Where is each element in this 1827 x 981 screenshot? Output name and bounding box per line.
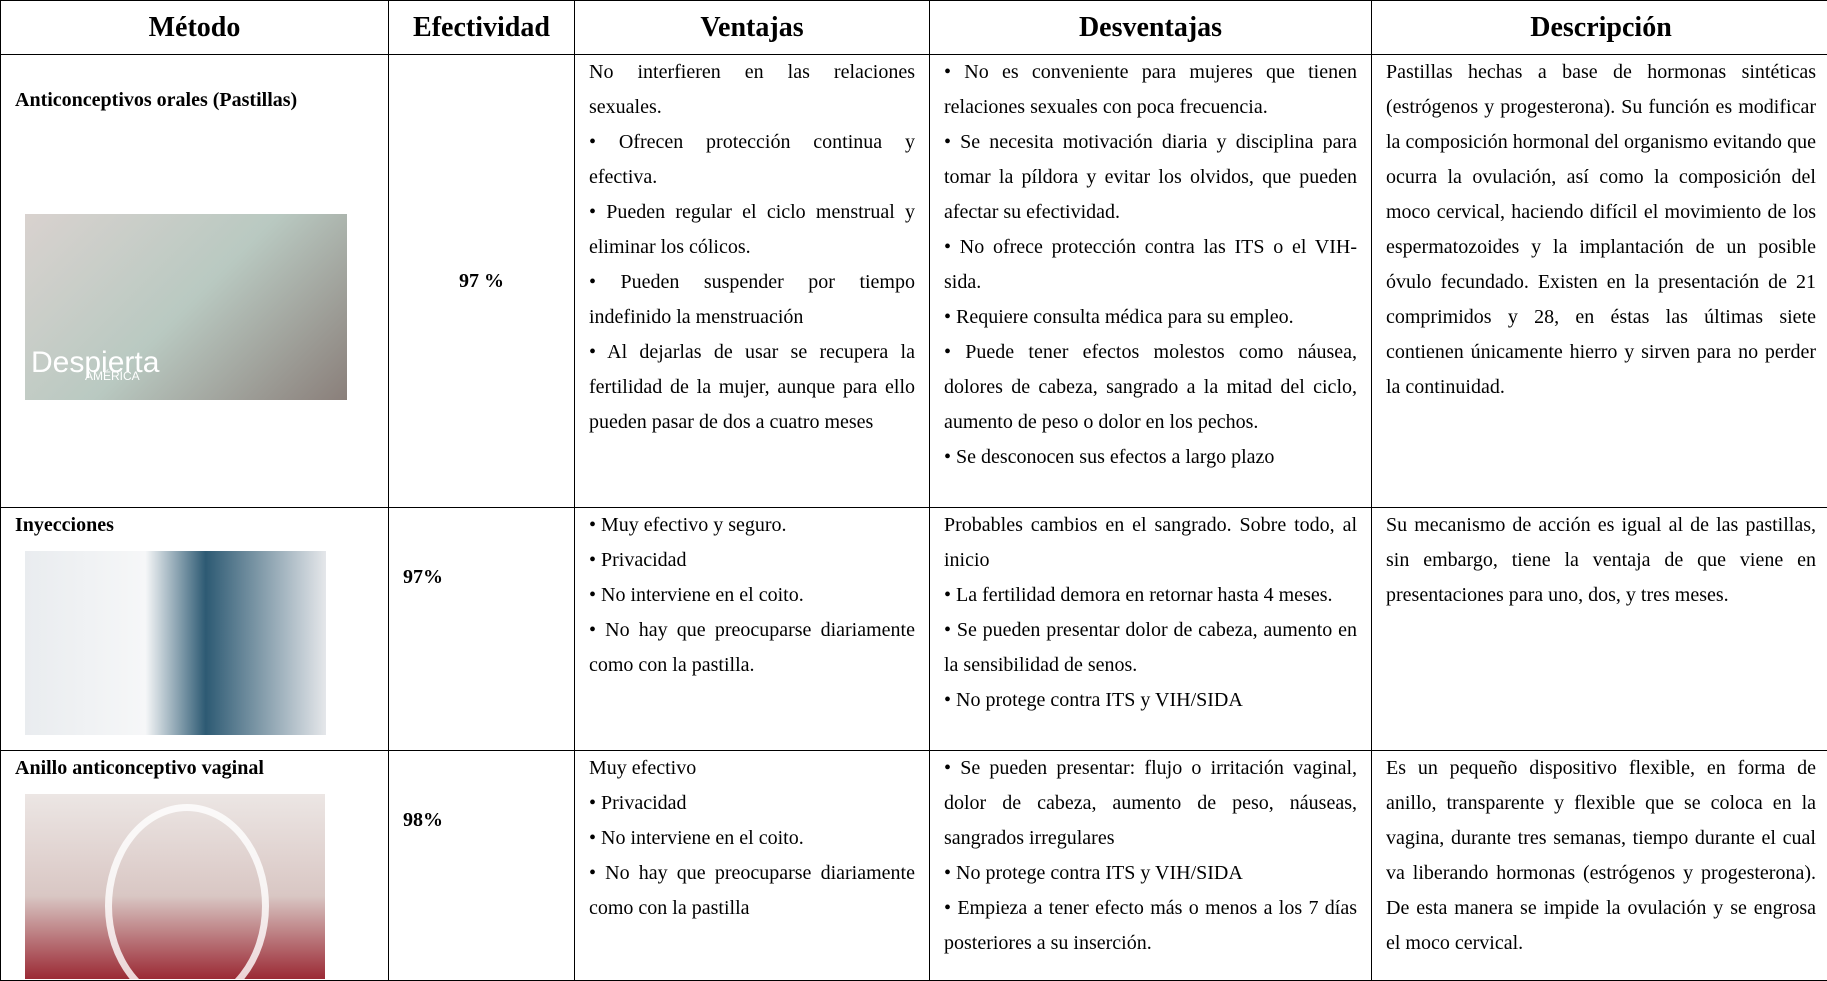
effectiveness: 97% <box>403 560 560 595</box>
advantage-item: • No hay que preocuparse diariamente com… <box>589 856 915 926</box>
disadvantage-item: • Requiere consulta médica para su emple… <box>944 300 1357 335</box>
disadvantage-item: • Se necesita motivación diaria y discip… <box>944 125 1357 230</box>
disadvantage-item: • Se desconocen sus efectos a largo plaz… <box>944 440 1357 475</box>
disadvantage-item: • La fertilidad demora en retornar hasta… <box>944 578 1357 613</box>
column-header: Efectividad <box>389 1 575 55</box>
disadvantage-item: • No protege contra ITS y VIH/SIDA <box>944 856 1357 891</box>
disadvantages-cell: Probables cambios en el sangrado. Sobre … <box>930 508 1372 751</box>
column-header: Ventajas <box>575 1 930 55</box>
description-cell: Es un pequeño dispositivo flexible, en f… <box>1372 751 1827 981</box>
advantage-item: • No hay que preocuparse diariamente com… <box>589 613 915 683</box>
advantage-item: Muy efectivo <box>589 751 915 786</box>
disadvantages-cell: • Se pueden presentar: flujo o irritació… <box>930 751 1372 981</box>
method-cell: Anticonceptivos orales (Pastillas) Despie… <box>1 55 389 508</box>
column-header: Descripción <box>1372 1 1827 55</box>
column-header: Desventajas <box>930 1 1372 55</box>
advantages-cell: • Muy efectivo y seguro.• Privacidad• No… <box>575 508 930 751</box>
method-cell: Inyecciones <box>1 508 389 751</box>
effectiveness: 97 % <box>403 264 560 299</box>
advantage-item: • Pueden suspender por tiempo indefinido… <box>589 265 915 335</box>
advantage-item: • Pueden regular el ciclo menstrual y el… <box>589 195 915 265</box>
disadvantage-item: • Se pueden presentar: flujo o irritació… <box>944 751 1357 856</box>
disadvantage-item: • No es conveniente para mujeres que tie… <box>944 55 1357 125</box>
disadvantage-item: • Puede tener efectos molestos como náus… <box>944 335 1357 440</box>
effectiveness-cell: 97 % <box>389 55 575 508</box>
description: Es un pequeño dispositivo flexible, en f… <box>1386 751 1816 961</box>
advantage-item: • Ofrecen protección continua y efectiva… <box>589 125 915 195</box>
disadvantages-cell: • No es conveniente para mujeres que tie… <box>930 55 1372 508</box>
method-name: Anticonceptivos orales (Pastillas) <box>15 83 374 118</box>
disadvantage-item: • No ofrece protección contra las ITS o … <box>944 230 1357 300</box>
effectiveness-cell: 98% <box>389 751 575 981</box>
description-cell: Pastillas hechas a base de hormonas sint… <box>1372 55 1827 508</box>
description: Su mecanismo de acción es igual al de la… <box>1386 508 1816 613</box>
description-cell: Su mecanismo de acción es igual al de la… <box>1372 508 1827 751</box>
method-image <box>25 551 326 735</box>
effectiveness: 98% <box>403 803 560 838</box>
table-body: Anticonceptivos orales (Pastillas) Despie… <box>1 55 1827 981</box>
image-caption: AMÉRICA <box>85 359 140 394</box>
advantage-item: • No interviene en el coito. <box>589 578 915 613</box>
ring-shape <box>105 804 269 979</box>
advantage-item: No interfieren en las relaciones sexuale… <box>589 55 915 125</box>
disadvantage-item: Probables cambios en el sangrado. Sobre … <box>944 508 1357 578</box>
advantage-item: • Privacidad <box>589 543 915 578</box>
method-image <box>25 794 325 979</box>
table-row: Anillo anticonceptivo vaginal 98% Muy efec… <box>1 751 1827 981</box>
column-header: Método <box>1 1 389 55</box>
description: Pastillas hechas a base de hormonas sint… <box>1386 55 1816 405</box>
advantage-item: • Al dejarlas de usar se recupera la fer… <box>589 335 915 440</box>
table-row: Anticonceptivos orales (Pastillas) Despie… <box>1 55 1827 508</box>
advantage-item: • Privacidad <box>589 786 915 821</box>
advantages-cell: No interfieren en las relaciones sexuale… <box>575 55 930 508</box>
disadvantage-item: • Se pueden presentar dolor de cabeza, a… <box>944 613 1357 683</box>
advantage-item: • Muy efectivo y seguro. <box>589 508 915 543</box>
method-name: Anillo anticonceptivo vaginal <box>15 751 374 786</box>
advantages-cell: Muy efectivo• Privacidad• No interviene … <box>575 751 930 981</box>
effectiveness-cell: 97% <box>389 508 575 751</box>
disadvantage-item: • No protege contra ITS y VIH/SIDA <box>944 683 1357 718</box>
method-cell: Anillo anticonceptivo vaginal <box>1 751 389 981</box>
disadvantage-item: • Empieza a tener efecto más o menos a l… <box>944 891 1357 961</box>
method-name: Inyecciones <box>15 508 374 543</box>
advantage-item: • No interviene en el coito. <box>589 821 915 856</box>
